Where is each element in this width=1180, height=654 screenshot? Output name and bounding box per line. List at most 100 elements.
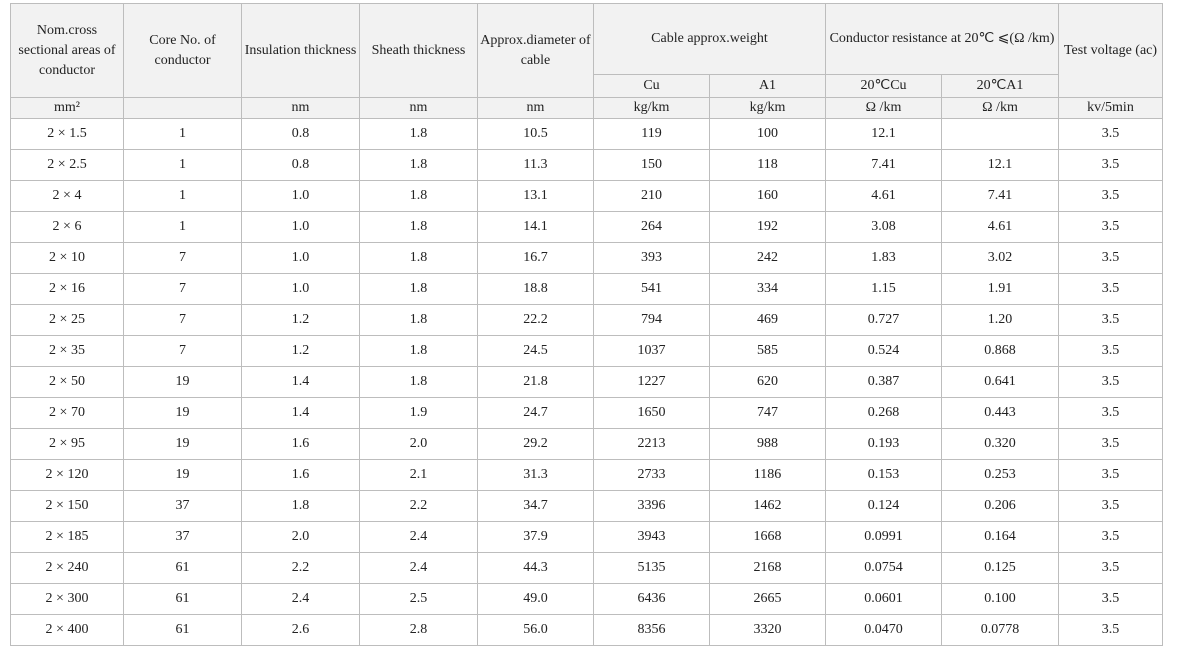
- cell-size: 2 × 120: [10, 459, 124, 491]
- cell-size: 2 × 16: [10, 273, 124, 305]
- cell-insulation: 2.4: [241, 583, 360, 615]
- table-row: 2 × 16 7 1.0 1.8 18.8 541 334 1.15 1.91 3.5: [10, 273, 1163, 305]
- cell-insulation: 1.8: [241, 490, 360, 522]
- cell-size: 2 × 70: [10, 397, 124, 429]
- cell-insulation: 1.2: [241, 335, 360, 367]
- cell-voltage: 3.5: [1058, 397, 1163, 429]
- cell-res-cu: 0.124: [825, 490, 942, 522]
- header-insulation: Insulation thickness: [241, 3, 360, 98]
- cell-insulation: 1.4: [241, 397, 360, 429]
- unit-sheath: nm: [359, 97, 478, 119]
- cell-core: 7: [123, 242, 242, 274]
- cell-weight-al: 1668: [709, 521, 826, 553]
- cell-insulation: 2.2: [241, 552, 360, 584]
- cell-core: 19: [123, 459, 242, 491]
- cell-weight-cu: 210: [593, 180, 710, 212]
- cell-weight-cu: 5135: [593, 552, 710, 584]
- cell-sheath: 2.1: [359, 459, 478, 491]
- cell-core: 19: [123, 366, 242, 398]
- cell-insulation: 2.0: [241, 521, 360, 553]
- cell-res-cu: 0.0601: [825, 583, 942, 615]
- cell-insulation: 1.0: [241, 180, 360, 212]
- cell-sheath: 2.4: [359, 552, 478, 584]
- cell-weight-al: 334: [709, 273, 826, 305]
- cell-res-cu: 0.0991: [825, 521, 942, 553]
- cell-sheath: 1.8: [359, 149, 478, 181]
- header-row: Nom.cross sectional areas of conductor C…: [10, 3, 1163, 98]
- cell-diameter: 44.3: [477, 552, 594, 584]
- cell-res-al: 7.41: [941, 180, 1059, 212]
- cell-size: 2 × 95: [10, 428, 124, 460]
- cell-weight-al: 1186: [709, 459, 826, 491]
- cell-size: 2 × 4: [10, 180, 124, 212]
- unit-weight-al: kg/km: [709, 97, 826, 119]
- cell-core: 7: [123, 273, 242, 305]
- cell-core: 61: [123, 552, 242, 584]
- cell-res-al: 0.868: [941, 335, 1059, 367]
- cell-weight-cu: 8356: [593, 614, 710, 646]
- cell-weight-al: 3320: [709, 614, 826, 646]
- cell-voltage: 3.5: [1058, 304, 1163, 336]
- cell-res-cu: 0.268: [825, 397, 942, 429]
- unit-res-al: Ω /km: [941, 97, 1059, 119]
- cell-core: 1: [123, 180, 242, 212]
- cell-weight-al: 242: [709, 242, 826, 274]
- cell-weight-cu: 1037: [593, 335, 710, 367]
- cell-weight-al: 585: [709, 335, 826, 367]
- cell-diameter: 56.0: [477, 614, 594, 646]
- cell-weight-cu: 1227: [593, 366, 710, 398]
- subheader-weight-cu: Cu: [593, 74, 710, 98]
- cell-res-al: 4.61: [941, 211, 1059, 243]
- header-size: Nom.cross sectional areas of conductor: [10, 3, 124, 98]
- cell-sheath: 1.8: [359, 242, 478, 274]
- cell-res-al: 0.443: [941, 397, 1059, 429]
- cell-weight-al: 988: [709, 428, 826, 460]
- cell-core: 1: [123, 211, 242, 243]
- cell-weight-cu: 2213: [593, 428, 710, 460]
- cell-diameter: 18.8: [477, 273, 594, 305]
- cell-size: 2 × 400: [10, 614, 124, 646]
- unit-insulation: nm: [241, 97, 360, 119]
- cell-weight-al: 192: [709, 211, 826, 243]
- cell-voltage: 3.5: [1058, 459, 1163, 491]
- cell-weight-cu: 541: [593, 273, 710, 305]
- header-voltage: Test voltage (ac): [1058, 3, 1163, 98]
- cell-sheath: 1.8: [359, 118, 478, 150]
- cell-size: 2 × 25: [10, 304, 124, 336]
- cell-res-cu: 0.153: [825, 459, 942, 491]
- cell-core: 7: [123, 304, 242, 336]
- cell-weight-al: 100: [709, 118, 826, 150]
- cell-voltage: 3.5: [1058, 149, 1163, 181]
- table-row: 2 × 95 19 1.6 2.0 29.2 2213 988 0.193 0.320 3.5: [10, 428, 1163, 460]
- header-diameter: Approx.diameter of cable: [477, 3, 594, 98]
- table-row: 2 × 10 7 1.0 1.8 16.7 393 242 1.83 3.02 3.5: [10, 242, 1163, 274]
- cell-size: 2 × 6: [10, 211, 124, 243]
- cell-size: 2 × 10: [10, 242, 124, 274]
- cell-voltage: 3.5: [1058, 428, 1163, 460]
- cell-diameter: 49.0: [477, 583, 594, 615]
- cell-res-cu: 0.193: [825, 428, 942, 460]
- table-row: 2 × 300 61 2.4 2.5 49.0 6436 2665 0.0601 0.100 3.…: [10, 583, 1163, 615]
- cell-weight-cu: 393: [593, 242, 710, 274]
- cell-core: 1: [123, 118, 242, 150]
- cell-voltage: 3.5: [1058, 366, 1163, 398]
- header-weight: Cable approx.weight: [593, 3, 826, 75]
- table-row: 2 × 150 37 1.8 2.2 34.7 3396 1462 0.124 0.206 3.5: [10, 490, 1163, 522]
- cell-diameter: 24.7: [477, 397, 594, 429]
- cell-diameter: 37.9: [477, 521, 594, 553]
- cell-sheath: 1.8: [359, 366, 478, 398]
- unit-size: mm²: [10, 97, 124, 119]
- cell-core: 1: [123, 149, 242, 181]
- table-row: 2 × 50 19 1.4 1.8 21.8 1227 620 0.387 0.641 3.5: [10, 366, 1163, 398]
- cell-weight-cu: 264: [593, 211, 710, 243]
- cell-res-al: 12.1: [941, 149, 1059, 181]
- cell-diameter: 10.5: [477, 118, 594, 150]
- cell-diameter: 24.5: [477, 335, 594, 367]
- subheader-res-cu: 20℃Cu: [825, 74, 942, 98]
- cell-voltage: 3.5: [1058, 583, 1163, 615]
- table-row: 2 × 70 19 1.4 1.9 24.7 1650 747 0.268 0.443 3.5: [10, 397, 1163, 429]
- cell-res-al: 0.206: [941, 490, 1059, 522]
- cell-size: 2 × 300: [10, 583, 124, 615]
- cell-size: 2 × 1.5: [10, 118, 124, 150]
- cell-insulation: 1.0: [241, 211, 360, 243]
